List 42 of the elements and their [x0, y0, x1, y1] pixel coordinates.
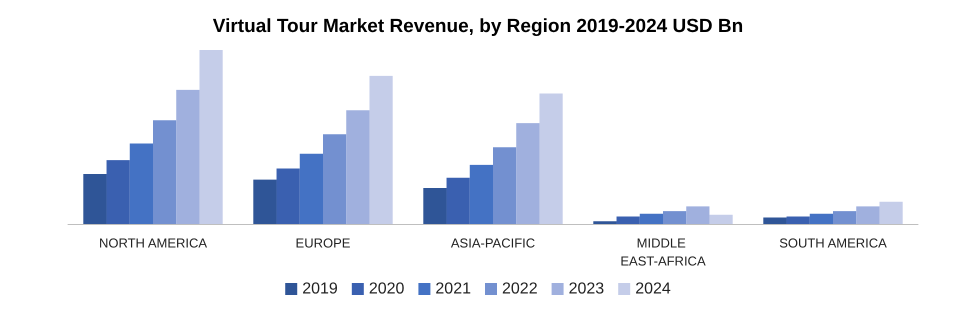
bar: [346, 110, 370, 224]
bar: [493, 147, 516, 224]
legend-label: 2019: [302, 280, 338, 298]
legend-label: 2023: [568, 280, 604, 298]
bar: [199, 50, 223, 224]
bar: [879, 202, 903, 224]
bar: [833, 211, 856, 224]
legend-label: 2022: [502, 280, 538, 298]
bar: [83, 174, 107, 224]
bar: [810, 214, 833, 224]
bar: [593, 221, 617, 224]
x-tick-label: MIDDLE EAST-AFRICA: [620, 236, 706, 268]
bar: [786, 216, 810, 224]
bar: [663, 211, 686, 224]
chart-title: Virtual Tour Market Revenue, by Region 2019-2024 USD Bn: [212, 16, 744, 37]
bar: [470, 164, 493, 224]
bar: [253, 180, 277, 224]
x-tick-label: NORTH AMERICA: [98, 236, 208, 250]
bar: [446, 178, 470, 224]
bar: [153, 120, 176, 224]
x-tick-label: SOUTH AMERICA: [779, 236, 888, 250]
bar: [276, 168, 300, 224]
bar: [300, 154, 323, 224]
bar: [323, 134, 346, 224]
bar: [686, 206, 710, 224]
legend-label: 2024: [635, 280, 671, 298]
bar: [616, 216, 640, 224]
x-tick-label: ASIA-PACIFIC: [450, 236, 536, 250]
bar: [856, 206, 880, 224]
bar: [423, 188, 447, 224]
bar: [640, 214, 663, 224]
bar: [176, 90, 200, 224]
bar: [763, 218, 787, 224]
legend-label: 2021: [435, 280, 472, 298]
legend-label: 2020: [368, 280, 405, 298]
bar: [106, 160, 130, 224]
bar: [516, 123, 540, 224]
x-tick-label: EUROPE: [296, 236, 351, 250]
bar: [130, 143, 153, 224]
bar: [369, 76, 393, 224]
bar: [709, 214, 733, 224]
bar: [539, 94, 563, 224]
